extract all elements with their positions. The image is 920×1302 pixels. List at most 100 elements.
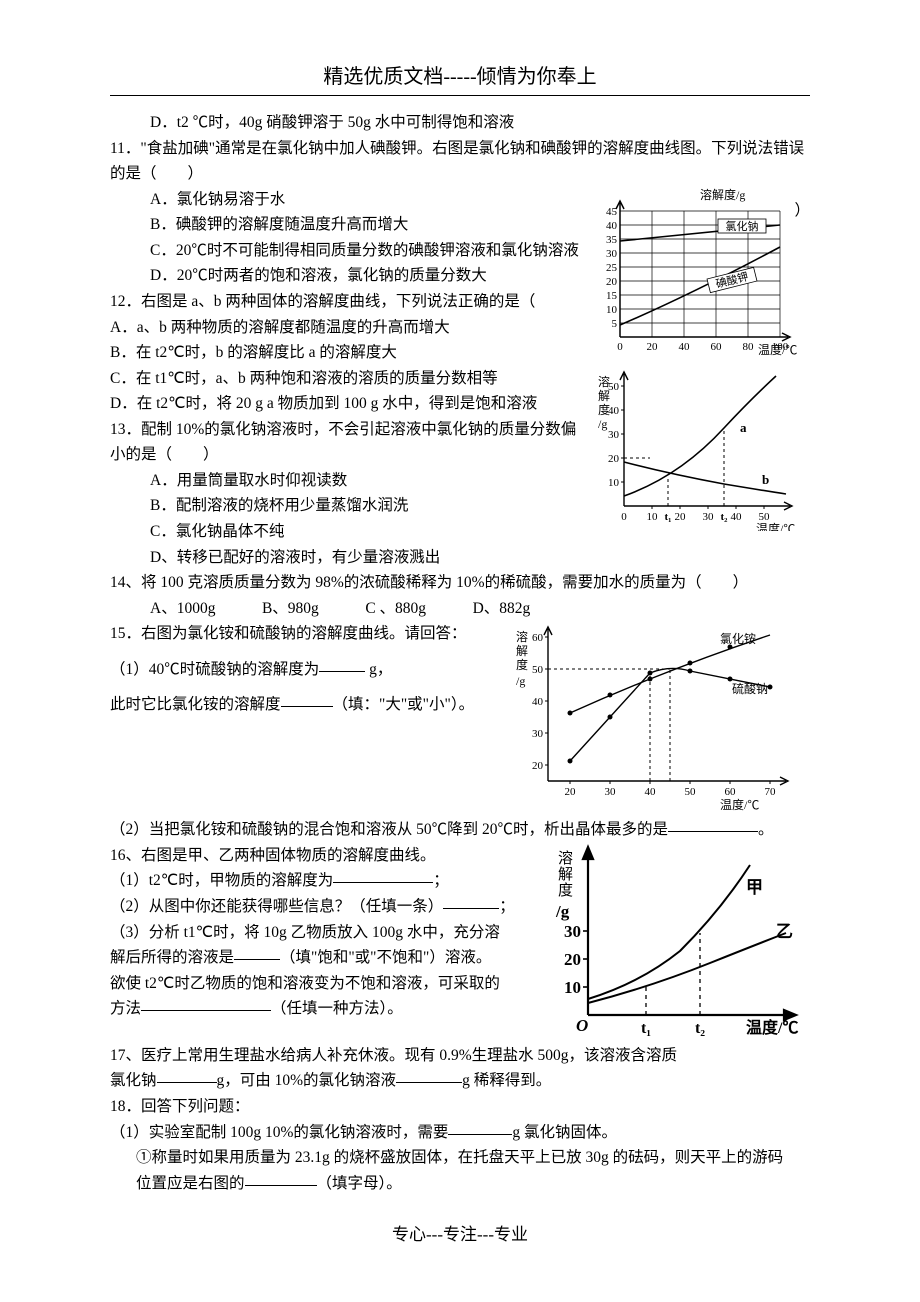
svg-text:50: 50 [685,786,697,798]
q15-p3: （2）当把氯化铵和硫酸钠的混合饱和溶液从 50℃降到 20℃时，析出晶体最多的是… [110,817,810,843]
svg-text:30: 30 [608,429,620,441]
svg-text:10: 10 [608,477,620,489]
q16-p4: 欲使 t2℃时乙物质的饱和溶液变为不饱和溶液，可采取的 [110,971,550,997]
q10-optD: D．t2 ℃时，40g 硝酸钾溶于 50g 水中可制得饱和溶液 [110,110,810,136]
svg-text:30: 30 [564,922,581,941]
svg-text:40: 40 [532,696,544,708]
figure-4: 溶 解 度 /g 10 [550,843,810,1043]
svg-text:20: 20 [532,760,544,772]
q15-p2: 此时它比氯化铵的溶解度（填："大"或"小"）。 [110,692,510,718]
svg-text:温度/℃: 温度/℃ [758,342,797,357]
q11-optD: D．20℃时两者的饱和溶液，氯化钠的质量分数大 [110,263,590,289]
svg-text:溶: 溶 [558,850,573,867]
q18-p1: （1）实验室配制 100g 10%的氯化钠溶液时，需要g 氯化钠固体。 [110,1120,810,1146]
q16-p3b: 解后所得的溶液是（填"饱和"或"不饱和"）溶液。 [110,945,550,971]
q13-optB: B．配制溶液的烧杯用少量蒸馏水润洗 [110,493,590,519]
svg-text:t₁: t₁ [665,511,672,523]
q14-stem: 14、将 100 克溶质质量分数为 98%的浓硫酸稀释为 10%的稀硫酸，需要加… [110,570,810,596]
q14-opts: A、1000g B、980g C 、880g D、882g [110,596,810,622]
svg-text:60: 60 [711,341,723,353]
q12-stem: 12．右图是 a、b 两种固体的溶解度曲线，下列说法正确的是（ [110,289,590,315]
q12-optD: D．在 t2℃时，将 20 g a 物质加到 100 g 水中，得到是饱和溶液 [110,391,590,417]
svg-text:50: 50 [608,381,620,393]
svg-text:10: 10 [564,978,581,997]
q18-p2b: 位置应是右图的（填字母）。 [110,1171,810,1197]
q13-optD: D、转移已配好的溶液时，有少量溶液溅出 [110,545,810,571]
svg-text:a: a [740,420,747,435]
q11-optB: B．碘酸钾的溶解度随温度升高而增大 [110,212,590,238]
svg-text:40: 40 [645,786,657,798]
svg-text:乙: 乙 [776,922,793,941]
svg-text:20: 20 [675,511,687,523]
svg-text:70: 70 [765,786,777,798]
q16-stem: 16、右图是甲、乙两种固体物质的溶解度曲线。 [110,843,550,869]
q15-p1: （1）40℃时硫酸钠的溶解度为 g， [110,657,510,683]
q12-optB: B．在 t2℃时，b 的溶解度比 a 的溶解度大 [110,340,590,366]
svg-text:/g: /g [516,674,525,688]
svg-text:5: 5 [612,318,618,330]
svg-text:氯化钠: 氯化钠 [726,219,759,233]
svg-text:t₂: t₂ [721,511,729,523]
svg-text:30: 30 [605,786,617,798]
header-divider [110,95,810,96]
svg-text:30: 30 [532,728,544,740]
svg-text:60: 60 [725,786,737,798]
q17-a: 17、医疗上常用生理盐水给病人补充休液。现有 0.9%生理盐水 500g，该溶液… [110,1043,810,1069]
svg-text:甲: 甲 [746,878,763,897]
svg-text:40: 40 [679,341,691,353]
q16-p5: 方法（任填一种方法）。 [110,996,550,1022]
svg-text:温度/℃: 温度/℃ [756,521,795,531]
svg-text:45: 45 [606,206,618,218]
svg-text:40: 40 [606,220,618,232]
svg-text:度: 度 [516,657,528,672]
svg-text:50: 50 [532,664,544,676]
page-footer: 专心---专注---专业 [110,1220,810,1245]
svg-text:温度/℃: 温度/℃ [745,1018,798,1037]
svg-text:30: 30 [703,511,715,523]
svg-text:25: 25 [606,262,618,274]
figure-1: 溶解度/g [590,187,810,366]
svg-text:溶: 溶 [516,629,528,644]
svg-text:溶解度/g: 溶解度/g [700,187,745,202]
svg-text:度: 度 [558,882,573,899]
q18-stem: 18．回答下列问题： [110,1094,810,1120]
svg-text:0: 0 [621,511,627,523]
svg-text:40: 40 [608,405,620,417]
svg-text:t₁: t₁ [641,1020,651,1037]
svg-text:氯化铵: 氯化铵 [720,631,756,646]
svg-text:20: 20 [606,276,618,288]
svg-text:b: b [762,472,769,487]
svg-text:硫酸钠: 硫酸钠 [732,681,768,696]
q16-p3a: （3）分析 t1℃时，将 10g 乙物质放入 100g 水中，充分溶 [110,920,550,946]
page-header: 精选优质文档-----倾情为你奉上 [110,60,810,89]
svg-text:20: 20 [647,341,659,353]
svg-text:80: 80 [743,341,755,353]
q11-stem: 11．"食盐加碘"通常是在氯化钠中加人碘酸钾。右图是氯化钠和碘酸钾的溶解度曲线图… [110,136,810,187]
q15-stem: 15．右图为氯化铵和硫酸钠的溶解度曲线。请回答： [110,621,510,647]
q11-optA: A．氯化钠易溶于水 [110,187,590,213]
q16-p1: （1）t2℃时，甲物质的溶解度为； [110,868,550,894]
svg-text:30: 30 [606,248,618,260]
q12-optA: A．a、b 两种物质的溶解度都随温度的升高而增大 [110,315,590,341]
svg-text:20: 20 [564,950,581,969]
q13-optC: C．氯化钠晶体不纯 [110,519,590,545]
svg-text:/g: /g [598,417,607,431]
svg-text:20: 20 [565,786,577,798]
svg-text:t₂: t₂ [695,1020,705,1037]
figure-2: 溶 解 度 /g [590,366,810,545]
q18-p2a: ①称量时如果用质量为 23.1g 的烧杯盛放固体，在托盘天平上已放 30g 的砝… [110,1145,810,1171]
svg-text:15: 15 [606,290,618,302]
q16-p2: （2）从图中你还能获得哪些信息？（任填一条）； [110,894,550,920]
svg-text:10: 10 [647,511,659,523]
figure-3: 溶 解 度 /g [510,621,810,811]
q11-optC: C．20℃时不可能制得相同质量分数的碘酸钾溶液和氯化钠溶液 [110,238,590,264]
svg-text:20: 20 [608,453,620,465]
svg-text:40: 40 [731,511,743,523]
svg-text:解: 解 [516,644,528,658]
svg-text:温度/℃: 温度/℃ [720,797,759,811]
svg-text:35: 35 [606,234,618,246]
q13-optA: A．用量筒量取水时仰视读数 [110,468,590,494]
q12-optC: C．在 t1℃时，a、b 两种饱和溶液的溶质的质量分数相等 [110,366,590,392]
q13-stem: 13．配制 10%的氯化钠溶液时，不会引起溶液中氯化钠的质量分数偏小的是（ ） [110,417,590,468]
svg-text:O: O [576,1016,588,1035]
